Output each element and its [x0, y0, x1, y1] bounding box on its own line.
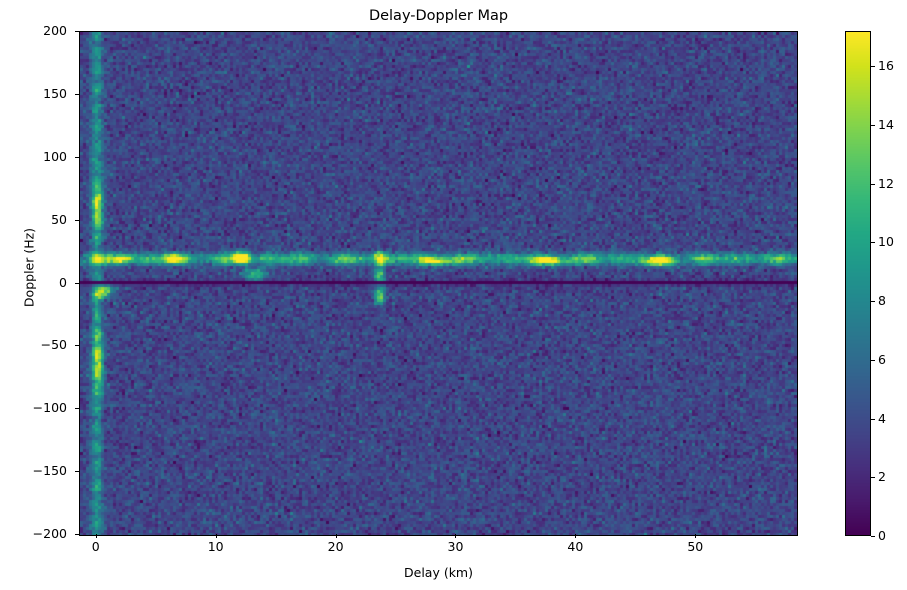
y-tick-mark [75, 471, 79, 473]
x-axis-label: Delay (km) [404, 565, 473, 580]
x-tick-mark [95, 534, 97, 538]
x-tick-label: 10 [207, 539, 224, 554]
colorbar-tick-mark [871, 418, 875, 420]
delay-doppler-heatmap [80, 32, 797, 535]
colorbar-tick-label: 8 [878, 293, 886, 309]
colorbar-tick-mark [871, 242, 875, 244]
x-tick-label: 40 [567, 539, 584, 554]
y-tick-mark [75, 93, 79, 95]
x-tick-mark [215, 534, 217, 538]
colorbar-tick-label: 16 [878, 58, 894, 74]
y-tick-mark [75, 282, 79, 284]
colorbar [845, 31, 871, 536]
x-tick-label: 20 [327, 539, 344, 554]
x-tick-label: 50 [687, 539, 704, 554]
colorbar-tick-mark [871, 536, 875, 537]
colorbar-tick-mark [871, 66, 875, 68]
y-tick-mark [75, 345, 79, 347]
colorbar-tick-mark [871, 359, 875, 361]
colorbar-tick-label: 4 [878, 410, 886, 426]
y-tick-mark [75, 31, 79, 32]
y-tick-label: 0 [59, 274, 67, 290]
y-tick-label: 100 [43, 148, 67, 164]
x-tick-mark [695, 534, 697, 538]
y-tick-mark [75, 156, 79, 158]
y-tick-label: −150 [32, 463, 67, 479]
y-tick-mark [75, 219, 79, 221]
colorbar-tick-label: 6 [878, 351, 886, 367]
colorbar-tick-mark [871, 477, 875, 479]
x-tick-label: 30 [447, 539, 464, 554]
x-tick-label: 0 [91, 539, 100, 554]
colorbar-tick-mark [871, 301, 875, 303]
colorbar-tick-mark [871, 124, 875, 126]
x-tick-mark [575, 534, 577, 538]
colorbar-tick-label: 12 [878, 175, 894, 191]
colorbar-gradient [846, 32, 870, 535]
y-tick-label: −50 [40, 337, 67, 353]
y-tick-label: 50 [51, 211, 67, 227]
colorbar-tick-label: 2 [878, 469, 886, 485]
y-tick-label: −100 [32, 400, 67, 416]
colorbar-tick-mark [871, 183, 875, 185]
colorbar-tick-label: 10 [878, 234, 894, 250]
plot-axes-area [79, 31, 798, 536]
y-axis-label: Doppler (Hz) [21, 227, 37, 308]
page-title: Delay-Doppler Map [368, 8, 509, 24]
colorbar-tick-label: 0 [878, 528, 886, 543]
y-tick-mark [75, 408, 79, 410]
y-tick-mark [75, 534, 79, 535]
y-tick-label: −200 [32, 526, 67, 541]
x-tick-mark [335, 534, 337, 538]
y-tick-label: 200 [43, 23, 67, 38]
y-tick-label: 150 [43, 85, 67, 101]
colorbar-tick-label: 14 [878, 116, 894, 132]
x-tick-mark [455, 534, 457, 538]
